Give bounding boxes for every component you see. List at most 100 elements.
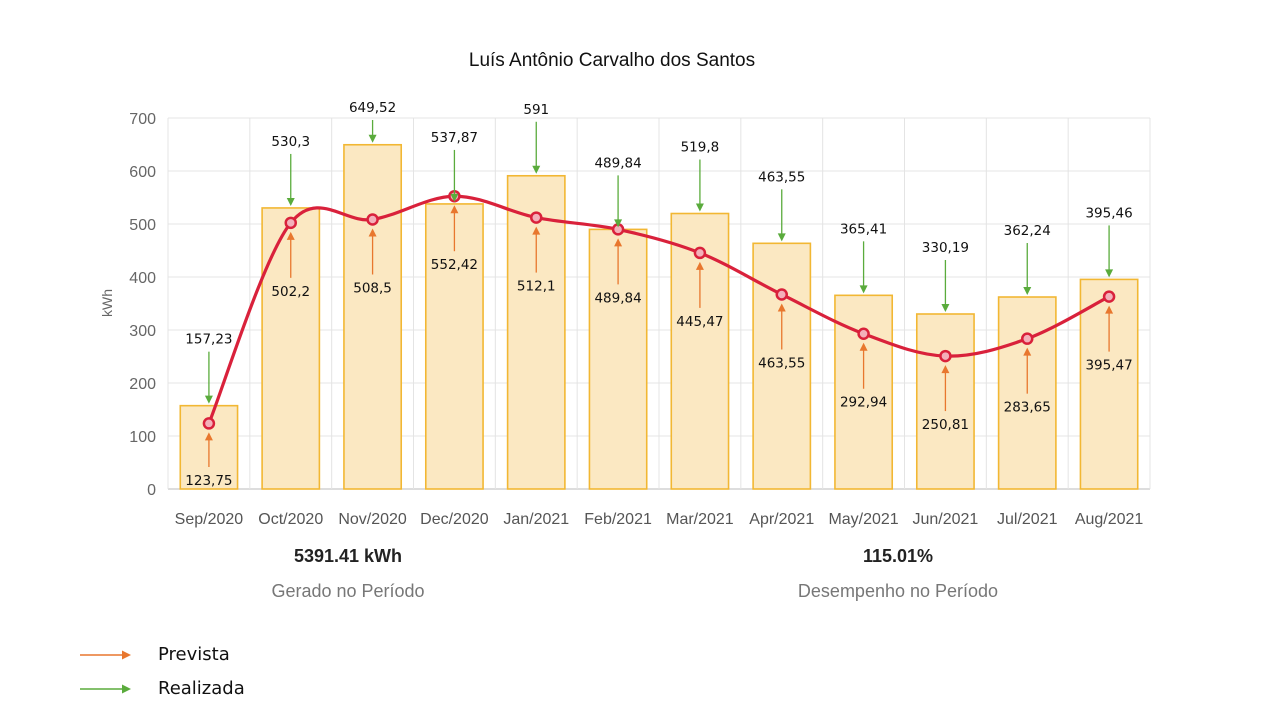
line-value-label: 502,2 xyxy=(271,284,310,300)
realizada-arrow xyxy=(286,153,295,206)
bar-value-label: 157,23 xyxy=(185,332,232,348)
bar-value-label: 489,84 xyxy=(594,155,641,171)
realizada-arrow-head xyxy=(532,165,541,174)
realizada-arrow-head xyxy=(368,134,377,143)
chart-title: Luís Antônio Carvalho dos Santos xyxy=(469,50,755,71)
x-tick-label: Feb/2021 xyxy=(584,511,652,528)
realizada-arrow-head xyxy=(859,285,868,294)
prevista-arrow xyxy=(777,303,786,350)
line-point xyxy=(1021,332,1034,345)
bar-value-label: 519,8 xyxy=(681,140,720,156)
prevista-arrow xyxy=(1023,347,1032,394)
y-tick-label: 700 xyxy=(129,111,156,128)
realizada-arrow xyxy=(777,189,786,242)
bar xyxy=(1079,278,1139,490)
realizada-arrow xyxy=(368,120,377,143)
realizada-arrow xyxy=(1023,243,1032,296)
realizada-arrow-head xyxy=(941,303,950,312)
bar-value-label: 362,24 xyxy=(1004,223,1051,239)
prevista-arrow-head xyxy=(368,228,377,237)
realizada-arrow-head xyxy=(777,233,786,242)
line-point xyxy=(939,349,952,363)
generated-label: Gerado no Período xyxy=(271,581,425,601)
prevista-arrow-head xyxy=(1105,305,1114,314)
prevista-arrow-head xyxy=(532,226,541,235)
prevista-arrow-head xyxy=(777,303,786,312)
prevista-arrow xyxy=(1105,305,1114,352)
line-value-label: 395,47 xyxy=(1085,358,1132,374)
prevista-arrow-head xyxy=(941,365,950,374)
realizada-arrow-head xyxy=(695,203,704,212)
realizada-arrow xyxy=(859,241,868,294)
y-tick-label: 100 xyxy=(129,429,156,446)
realizada-arrow-head xyxy=(1105,269,1114,278)
line-point xyxy=(284,216,297,230)
legend-prevista: Prevista xyxy=(80,644,230,665)
realizada-arrow-head xyxy=(204,395,213,404)
performance-label: Desempenho no Período xyxy=(797,581,999,601)
y-axis-label: kWh xyxy=(99,289,115,317)
realizada-arrow xyxy=(450,149,459,202)
x-tick-label: Sep/2020 xyxy=(175,511,244,528)
prevista-arrow-head xyxy=(859,342,868,351)
realizada-arrow-head xyxy=(450,193,459,202)
prevista-arrow-head xyxy=(614,238,623,247)
bar xyxy=(670,212,730,490)
line-point xyxy=(1102,290,1116,303)
line-point xyxy=(857,327,870,340)
prevista-arrow xyxy=(614,238,623,285)
line-value-label: 123,75 xyxy=(185,473,232,489)
line-value-label: 463,55 xyxy=(758,355,805,371)
prevista-arrow xyxy=(532,226,541,273)
green-arrow-icon xyxy=(80,684,131,693)
energy-chart: Luís Antônio Carvalho dos Santos kWh 0 10… xyxy=(99,50,1151,528)
bar xyxy=(343,143,403,490)
generated-value: 5391.41 kWh xyxy=(293,546,403,566)
bar-value-label: 591 xyxy=(523,102,549,118)
legend-realizada: Realizada xyxy=(80,678,245,699)
prevista-arrow xyxy=(450,205,459,252)
line-value-label: 250,81 xyxy=(922,417,969,433)
line-value-label: 508,5 xyxy=(353,280,392,296)
realizada-arrow xyxy=(1105,225,1114,278)
performance-value: 115.01% xyxy=(862,546,934,566)
prevista-arrow-head xyxy=(204,432,213,441)
bar-value-label: 537,87 xyxy=(431,130,478,146)
bar-value-label: 530,3 xyxy=(271,134,310,150)
x-tick-label: Jun/2021 xyxy=(912,511,978,528)
generated-summary: 5391.41 kWh Gerado no Período xyxy=(198,546,498,602)
x-tick-label: Dec/2020 xyxy=(420,511,489,528)
x-tick-label: Aug/2021 xyxy=(1075,511,1144,528)
x-tick-label: Apr/2021 xyxy=(749,511,814,528)
prevista-arrow xyxy=(286,231,295,278)
realizada-arrow xyxy=(695,159,704,212)
line-point xyxy=(202,417,216,430)
line-value-label: 445,47 xyxy=(676,314,723,330)
realizada-arrow-head xyxy=(286,197,295,206)
line-value-label: 292,94 xyxy=(840,395,887,411)
line-value-label: 283,65 xyxy=(1004,400,1051,416)
prevista-arrow xyxy=(368,228,377,275)
label-layer: 157,23 530,3 649,52 537,87 591 489,84 519,8 463… xyxy=(185,100,1132,489)
bar-value-label: 330,19 xyxy=(922,240,969,256)
y-tick-label: 300 xyxy=(129,323,156,340)
realizada-arrow xyxy=(532,121,541,174)
performance-summary: 115.01% Desempenho no Período xyxy=(748,546,1048,602)
prevista-arrow xyxy=(204,432,213,467)
line-value-label: 512,1 xyxy=(517,279,556,295)
line-value-label: 552,42 xyxy=(431,257,478,273)
realizada-arrow-head xyxy=(614,219,623,228)
y-tick-label: 0 xyxy=(147,482,156,499)
prevista-arrow-head xyxy=(286,231,295,240)
orange-arrow-icon xyxy=(80,650,131,659)
bar-value-label: 649,52 xyxy=(349,100,396,116)
y-tick-label: 500 xyxy=(129,217,156,234)
y-tick-label: 600 xyxy=(129,164,156,181)
x-tick-label: May/2021 xyxy=(828,511,898,528)
x-tick-label: Jul/2021 xyxy=(997,511,1058,528)
line-value-label: 489,84 xyxy=(594,290,641,306)
realizada-arrow xyxy=(614,175,623,228)
prevista-arrow xyxy=(941,365,950,412)
bar-value-label: 365,41 xyxy=(840,221,887,237)
x-tick-label: Nov/2020 xyxy=(338,511,407,528)
